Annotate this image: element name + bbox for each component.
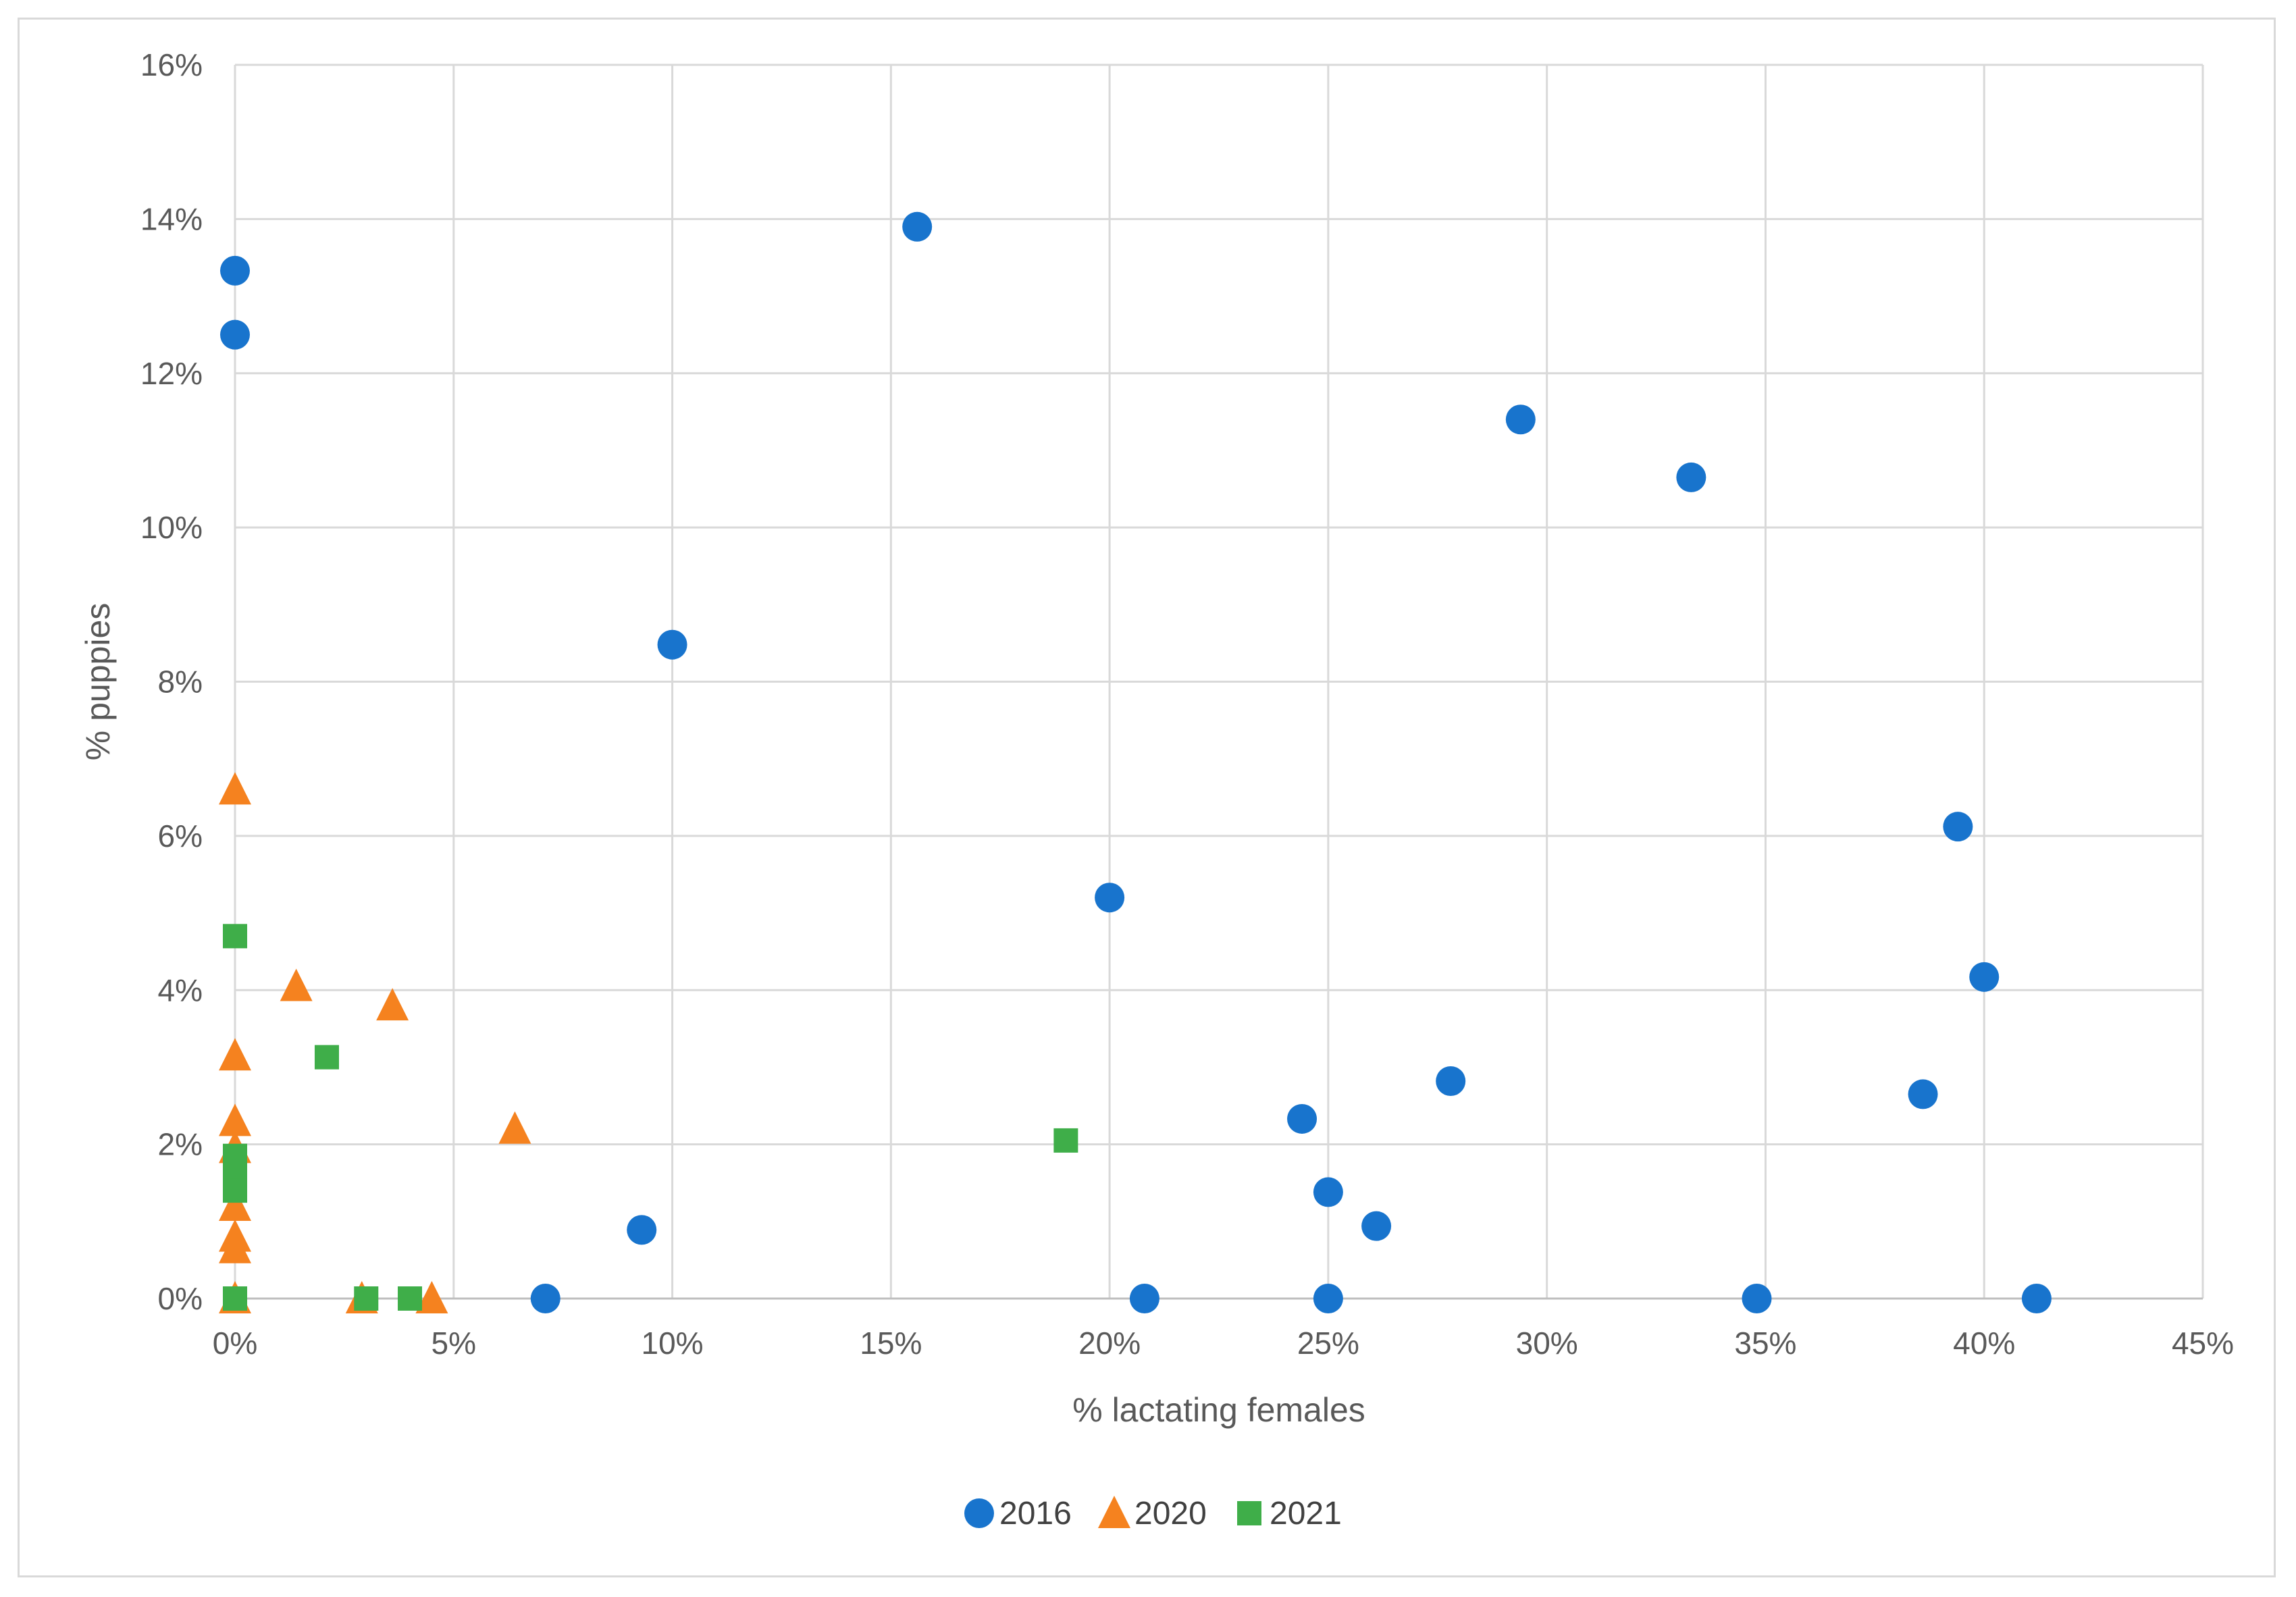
data-point-2020 <box>219 1230 251 1263</box>
data-point-2016 <box>1313 1177 1343 1207</box>
data-point-2016 <box>1505 404 1536 435</box>
data-point-2016 <box>1676 462 1706 492</box>
data-point-2020 <box>376 988 409 1021</box>
data-point-2016 <box>902 211 933 242</box>
data-point-2020 <box>219 1103 251 1136</box>
x-tick-label: 35% <box>1734 1326 1796 1361</box>
x-tick-label: 0% <box>213 1326 257 1361</box>
data-point-2020 <box>498 1111 531 1144</box>
x-tick-label: 15% <box>860 1326 922 1361</box>
x-axis-title: % lactating females <box>1072 1391 1365 1429</box>
data-point-2016 <box>1095 883 1125 913</box>
tick-labels: 0% 5% 10% 15% 20% 25% 30% 35% 40% 45% 0% 2% 4% 6% 8% 10… <box>140 47 2234 1361</box>
x-tick-label: 40% <box>1953 1326 2015 1361</box>
x-tick-label: 25% <box>1297 1326 1359 1361</box>
y-tick-label: 8% <box>158 664 203 700</box>
legend-label: 2021 <box>1270 1496 1342 1531</box>
x-tick-label: 10% <box>642 1326 704 1361</box>
data-point-2021 <box>354 1286 379 1311</box>
data-point-2016 <box>657 629 687 660</box>
data-point-2016 <box>1436 1066 1466 1096</box>
legend-marker-2021 <box>1237 1501 1261 1525</box>
legend: 2016 2020 2021 <box>964 1496 1342 1531</box>
data-point-2020 <box>219 1188 251 1221</box>
legend-marker-2016 <box>964 1498 994 1528</box>
y-tick-label: 0% <box>158 1281 203 1316</box>
data-point-2016 <box>1943 812 1973 842</box>
y-tick-label: 6% <box>158 818 203 854</box>
x-tick-label: 5% <box>432 1326 476 1361</box>
legend-marker-2020 <box>1098 1496 1130 1528</box>
data-point-2016 <box>2021 1284 2052 1313</box>
data-point-2021 <box>223 1178 247 1203</box>
x-tick-label: 20% <box>1078 1326 1141 1361</box>
legend-label: 2020 <box>1134 1496 1207 1531</box>
data-point-2021 <box>223 924 247 949</box>
y-tick-label: 14% <box>140 201 203 236</box>
y-axis-title: % puppies <box>79 603 117 761</box>
data-point-2021 <box>1053 1128 1078 1153</box>
data-point-2016 <box>530 1284 560 1313</box>
y-tick-label: 2% <box>158 1127 203 1162</box>
data-point-2020 <box>280 968 313 1001</box>
data-point-2021 <box>314 1045 339 1070</box>
data-point-2020 <box>415 1281 448 1313</box>
data-point-2016 <box>1908 1079 1938 1109</box>
data-point-2016 <box>627 1215 657 1245</box>
data-point-2016 <box>1742 1284 1772 1313</box>
data-point-2021 <box>223 1286 247 1311</box>
data-point-2020 <box>219 772 251 805</box>
data-point-2016 <box>1313 1284 1343 1313</box>
data-point-2021 <box>398 1286 423 1311</box>
data-point-2016 <box>1969 962 2000 992</box>
data-points <box>219 211 2052 1313</box>
x-tick-label: 30% <box>1516 1326 1578 1361</box>
y-tick-label: 10% <box>140 510 203 545</box>
gridlines <box>234 63 2204 1300</box>
y-tick-label: 12% <box>140 356 203 391</box>
legend-label: 2016 <box>999 1496 1072 1531</box>
data-point-2016 <box>220 319 250 350</box>
data-point-2016 <box>1129 1284 1159 1313</box>
chart-area <box>18 18 2276 1577</box>
data-point-2016 <box>1287 1103 1317 1134</box>
y-tick-label: 4% <box>158 972 203 1007</box>
data-point-2016 <box>1361 1211 1392 1241</box>
data-point-2020 <box>219 1038 251 1071</box>
data-point-2016 <box>220 255 250 286</box>
y-tick-label: 16% <box>140 47 203 82</box>
x-tick-label: 45% <box>2172 1326 2234 1361</box>
